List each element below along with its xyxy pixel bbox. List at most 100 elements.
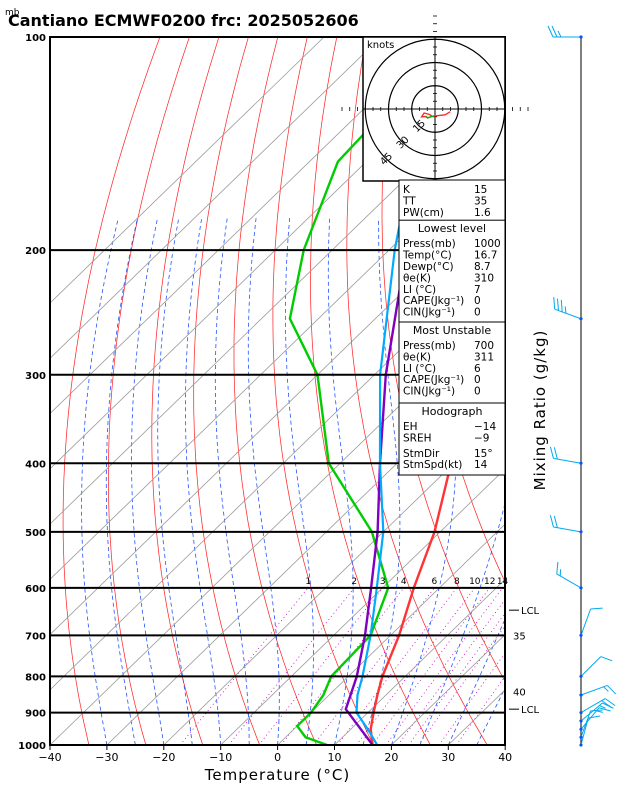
lowest-level-row-value: 0 [474, 295, 481, 307]
y-tick-label: 300 [25, 371, 46, 382]
hodograph-stats-row-key: StmDir [403, 448, 440, 460]
wind-barb-half [564, 306, 567, 314]
wind-barb-flag [557, 298, 559, 311]
summary-row-key: TT [402, 195, 416, 207]
most-unstable-row-key: θe(K) [403, 351, 431, 363]
isotherm [220, 468, 505, 745]
lcl-label: LCL [521, 606, 540, 617]
wind-barb-flag [549, 515, 554, 528]
lowest-level-box [398, 219, 506, 329]
wind-barb-shaft [553, 457, 582, 464]
hodograph-stats-row-key: SREH [403, 432, 432, 444]
dry-adiabat [151, 37, 220, 745]
wind-barb-flag [588, 715, 601, 719]
wind-barb [549, 446, 583, 465]
wind-barb-flag [553, 447, 558, 460]
y-tick-label: 800 [25, 672, 46, 683]
wind-barb-dot [579, 743, 583, 747]
hodograph-stats-title: Hodograph [422, 405, 483, 418]
moist-adiabat [504, 744, 505, 745]
lowest-level-row-key: LI (°C) [403, 284, 436, 296]
moist-adiabat [476, 687, 505, 745]
wind-barb-dot [579, 735, 583, 739]
isotherm [277, 523, 505, 745]
mixing-ratio-line [417, 625, 505, 745]
lowest-level-row-key: Temp(°C) [402, 250, 452, 262]
most-unstable-row-value: 700 [474, 340, 494, 352]
moist-adiabat [81, 217, 119, 745]
summary-row-value: 1.6 [474, 207, 491, 219]
isotherm [50, 37, 382, 359]
wind-barb-half [557, 30, 562, 38]
x-tick-label: 10 [328, 751, 342, 764]
isotherm [163, 413, 505, 745]
wind-barb-dot [579, 693, 583, 697]
y-tick-label: 900 [25, 709, 46, 720]
mixing-ratio-label: 10 [469, 577, 481, 587]
lowest-level-row-key: CAPE(Jkg⁻¹) [403, 295, 464, 307]
dry-adiabat [573, 37, 618, 745]
moist-adiabat [284, 217, 314, 745]
wind-barb-shaft [580, 684, 608, 696]
x-tick-label: −20 [152, 751, 175, 764]
wind-barb-half [596, 710, 604, 713]
dry-adiabat [193, 37, 261, 745]
hodograph-stats-row-key: StmSpd(kt) [403, 459, 462, 471]
wind-barb-shaft [580, 707, 600, 730]
hodograph-ring [387, 61, 483, 157]
mixing-ratio-label: 3 [380, 577, 386, 587]
y-tick-label: 500 [25, 528, 46, 539]
dry-adiabat [310, 37, 431, 745]
wind-barb-dot [579, 719, 583, 723]
lowest-level-row-key: Dewp(°C) [403, 261, 454, 273]
wind-barb-shaft [580, 608, 592, 636]
moist-adiabat [247, 217, 280, 745]
wind-barb [547, 25, 583, 39]
wind-barb-dot [579, 711, 583, 715]
x-tick-label: −40 [38, 751, 61, 764]
moist-adiabat [362, 217, 401, 745]
dry-adiabat [602, 37, 618, 745]
lowest-level-title: Lowest level [418, 222, 486, 235]
y-tick-label: 700 [25, 631, 46, 642]
wind-barb-dot [579, 586, 583, 590]
summary-row-key: K [403, 184, 411, 196]
dry-adiabat [513, 37, 618, 745]
hodograph-stats-row-value: 15° [474, 448, 493, 460]
lowest-level-row-value: 7 [474, 284, 481, 296]
isotherm [50, 192, 505, 636]
wind-barb [579, 707, 611, 731]
wind-barb-shaft [553, 526, 582, 533]
y-tick-label: 400 [25, 459, 46, 470]
mixing-ratio-label: 2 [351, 577, 357, 587]
hodograph-stats-row-value: −14 [474, 421, 496, 433]
wind-barb-shaft [554, 308, 582, 320]
moist-adiabat [185, 217, 222, 745]
wind-barb-flag [601, 700, 612, 709]
wind-barb-flag [551, 25, 558, 38]
wind-barb-shaft [580, 698, 606, 714]
wind-barb-dot [579, 674, 583, 678]
wind-barb-flag [604, 698, 616, 707]
moist-adiabat [447, 618, 505, 745]
dry-adiabat [346, 37, 488, 745]
moist-adiabat [157, 217, 193, 745]
summary-row-value: 15 [474, 184, 487, 196]
mixing-ratio-line [337, 587, 458, 745]
dry-adiabat [233, 37, 317, 745]
x-tick-label: −30 [95, 751, 118, 764]
hodograph-stats-row-value: 14 [474, 459, 488, 471]
lowest-level-row-value: 16.7 [474, 250, 497, 262]
wind-barb-dot [579, 530, 583, 534]
wind-barb [553, 297, 583, 321]
summary-row-value: 35 [474, 195, 487, 207]
chart-title: Cantiano ECMWF0200 frc: 2025052606 [8, 11, 359, 30]
wind-barb [579, 607, 603, 637]
most-unstable-row-value: 0 [474, 374, 481, 386]
y-tick-label: 1000 [18, 741, 46, 752]
most-unstable-row-value: 6 [474, 363, 481, 375]
wind-barb-flag [556, 561, 559, 574]
wind-barb-flag [547, 25, 554, 38]
moist-adiabat [391, 217, 457, 745]
